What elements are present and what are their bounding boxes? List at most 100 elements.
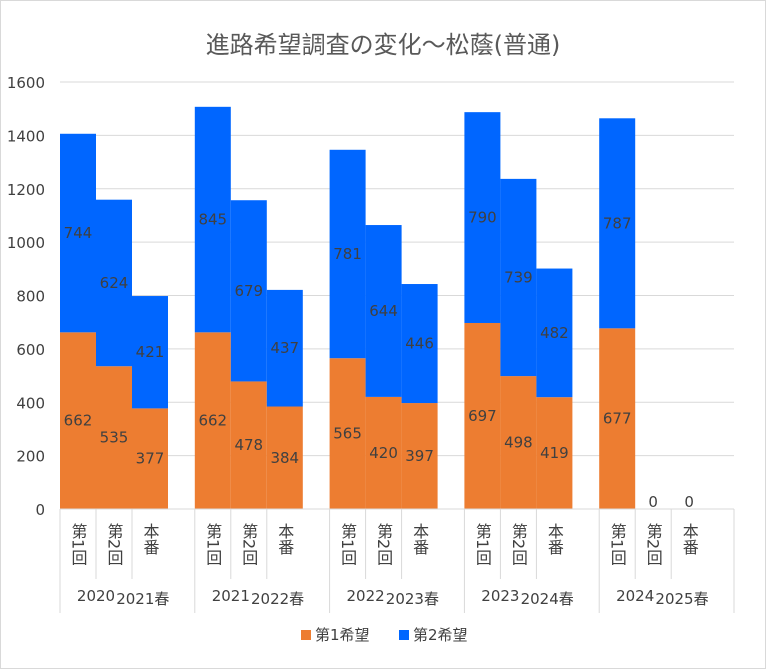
data-label-second-choice: 679 (234, 282, 263, 300)
y-tick-label: 600 (16, 341, 45, 359)
bar-second-choice (599, 118, 636, 329)
x-category-label: 第2回 (509, 523, 528, 565)
y-axis-tick-labels: 0 200 400 600 800 1000 1200 1400 1600 (7, 74, 45, 519)
y-tick-label: 800 (16, 288, 45, 306)
x-category-label: 本番 (141, 523, 160, 555)
x-category-label: 第2回 (644, 523, 663, 565)
x-category-label: 第2回 (105, 523, 124, 565)
y-tick-label: 1000 (7, 234, 45, 252)
x-category-label: 本番 (545, 523, 564, 555)
bar-first-choice (194, 332, 231, 509)
bar-first-choice (464, 322, 501, 509)
x-category-label: 本番 (275, 523, 294, 555)
bar-second-choice (266, 289, 303, 407)
data-label-first-choice: 377 (136, 450, 165, 468)
data-label-first-choice: 662 (198, 412, 227, 430)
y-tick-label: 200 (16, 448, 45, 466)
x-category-label: 本番 (680, 523, 699, 555)
x-group-spring-label: 2021春 (116, 590, 169, 608)
bar-second-choice (194, 106, 231, 333)
y-tick-label: 0 (35, 501, 45, 519)
x-group-spring-label: 2022春 (251, 590, 304, 608)
bar-first-choice (401, 403, 438, 509)
bar-first-choice (365, 396, 402, 509)
bar-second-choice (96, 199, 132, 367)
data-label-first-choice: 419 (540, 444, 569, 462)
legend-swatch-first-choice (301, 630, 311, 640)
x-category-label: 第1回 (203, 523, 222, 565)
bar-first-choice (329, 358, 366, 509)
bar-first-choice (266, 406, 303, 509)
x-group-year-label: 2023 (481, 587, 519, 605)
bar-first-choice (536, 397, 573, 509)
y-tick-label: 1200 (7, 181, 45, 199)
legend: 第1希望 第2希望 (301, 626, 468, 644)
data-label-second-choice: 739 (504, 268, 533, 286)
legend-label-second-choice: 第2希望 (413, 626, 468, 644)
data-label-second-choice: 624 (100, 274, 129, 292)
x-category-label: 本番 (410, 523, 429, 555)
data-label-first-choice: 662 (64, 412, 93, 430)
y-tick-label: 400 (16, 394, 45, 412)
y-tick-label: 1600 (7, 74, 45, 92)
bar-first-choice (500, 376, 537, 509)
data-label-first-choice: 397 (405, 447, 434, 465)
bar-first-choice (599, 328, 636, 509)
data-label-second-choice: 446 (405, 335, 434, 353)
bar-second-choice (536, 268, 573, 398)
y-tick-label: 1400 (7, 127, 45, 145)
x-group-year-label: 2024 (616, 587, 654, 605)
data-label-first-choice: 697 (468, 407, 497, 425)
x-group-year-label: 2021 (212, 587, 250, 605)
bar-second-choice (132, 296, 168, 409)
bar-second-choice (329, 149, 366, 359)
x-group-spring-label: 2024春 (521, 590, 574, 608)
legend-swatch-second-choice (399, 630, 409, 640)
x-group-year-label: 2022 (347, 587, 385, 605)
x-category-label: 第2回 (239, 523, 258, 565)
data-label-first-choice: 384 (270, 449, 299, 467)
bar-second-choice (230, 200, 267, 382)
bar-second-choice (401, 284, 438, 404)
data-label-second-choice: 437 (270, 339, 299, 357)
data-label-first-choice: 565 (333, 425, 362, 443)
bar-second-choice (365, 225, 402, 397)
bar-first-choice (96, 366, 132, 509)
data-labels: 662 744 535 624 377 421 662 845 478 679 384 437 565 7… (64, 209, 694, 511)
bars (60, 106, 636, 509)
bar-first-choice (60, 332, 96, 509)
x-category-label: 第1回 (69, 523, 88, 565)
data-label-second-choice: 781 (333, 245, 362, 263)
x-category-label: 第1回 (608, 523, 627, 565)
x-category-label: 第1回 (338, 523, 357, 565)
x-category-label: 第1回 (473, 523, 492, 565)
chart-title: 進路希望調査の変化～松蔭(普通) (206, 31, 561, 59)
data-label-second-choice: 787 (603, 214, 632, 232)
data-label-first-choice: 420 (369, 444, 398, 462)
legend-label-first-choice: 第1希望 (315, 626, 370, 644)
bar-second-choice (60, 133, 96, 333)
x-group-spring-label: 2023春 (386, 590, 439, 608)
data-label-second-choice: 744 (64, 224, 93, 242)
data-label-first-choice: 478 (234, 436, 263, 454)
data-label-second-choice: 845 (198, 211, 227, 229)
x-group-year-label: 2020 (77, 587, 115, 605)
bar-first-choice (230, 381, 267, 509)
bar-second-choice (464, 112, 501, 323)
data-label-second-choice: 421 (136, 343, 165, 361)
data-label-first-choice: 0 (684, 493, 694, 511)
bar-first-choice (132, 408, 168, 509)
data-label-second-choice: 482 (540, 324, 569, 342)
data-label-first-choice: 498 (504, 434, 533, 452)
data-label-second-choice: 644 (369, 302, 398, 320)
data-label-first-choice: 0 (648, 493, 658, 511)
x-group-spring-label: 2025春 (655, 590, 708, 608)
data-label-first-choice: 535 (100, 429, 129, 447)
x-category-label: 第2回 (374, 523, 393, 565)
data-label-second-choice: 790 (468, 209, 497, 227)
data-label-first-choice: 677 (603, 410, 632, 428)
x-axis: 第1回 第2回 本番 第1回 第2回 本番 第1回 第2回 本番 第1回 第2回 本番 第1回 第2回 本番… (59, 508, 735, 613)
bar-second-choice (500, 178, 537, 377)
